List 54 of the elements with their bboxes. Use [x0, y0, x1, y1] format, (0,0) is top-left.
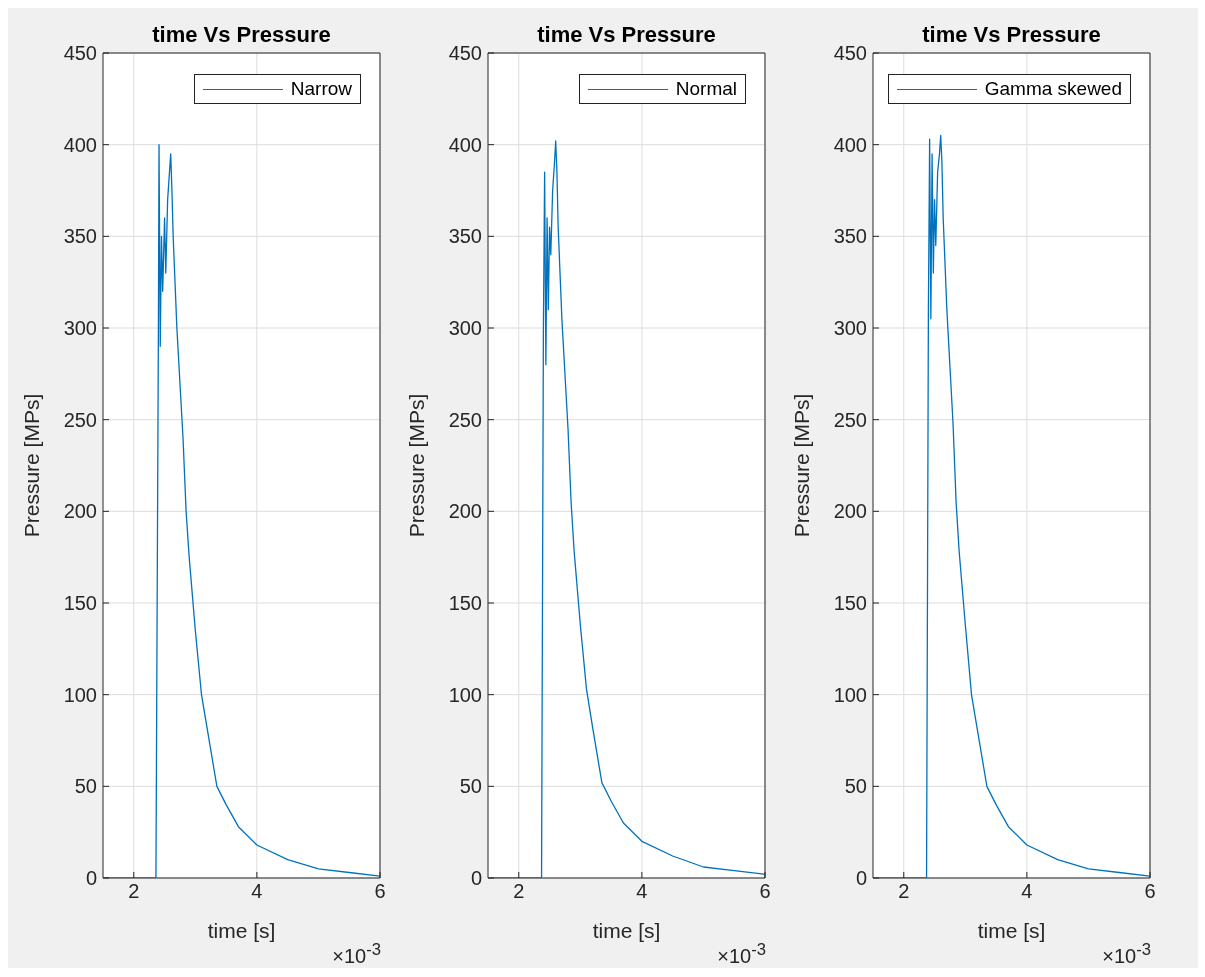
text: ×10$^{-3}$ [332, 940, 381, 968]
x-tick-label: 2 [513, 880, 525, 903]
chart-title: time Vs Pressure [152, 22, 331, 47]
y-tick-label: 250 [63, 408, 97, 431]
y-tick-label: 300 [448, 317, 482, 340]
y-tick-label: 400 [448, 133, 482, 156]
text: ×10$^{-3}$ [717, 940, 766, 968]
y-tick-label: 300 [833, 317, 867, 340]
y-tick-label: 50 [844, 775, 867, 798]
y-tick-label: 200 [63, 500, 97, 523]
y-tick-label: 200 [833, 500, 867, 523]
y-tick-label: 350 [448, 225, 482, 248]
chart-title: time Vs Pressure [922, 22, 1101, 47]
x-axis-title: time [s] [592, 919, 661, 942]
x-axis-title: time [s] [977, 919, 1046, 942]
x-tick-label: 4 [1021, 880, 1033, 903]
y-tick-label: 150 [63, 592, 97, 615]
y-tick-label: 350 [833, 225, 867, 248]
x-tick-label: 2 [128, 880, 140, 903]
y-tick-label: 450 [833, 42, 867, 65]
y-tick-label: 150 [833, 592, 867, 615]
y-axis-title: Pressure [MPs] [790, 393, 814, 538]
y-tick-label: 400 [63, 133, 97, 156]
legend-label: Normal [675, 78, 737, 100]
x-tick-label: 4 [636, 880, 648, 903]
y-tick-label: 100 [448, 683, 482, 706]
x-axis-title: time [s] [207, 919, 276, 942]
x-tick-label: 6 [1144, 880, 1156, 903]
y-tick-label: 0 [85, 867, 97, 890]
y-tick-label: 0 [855, 867, 867, 890]
y-tick-label: 100 [63, 683, 97, 706]
y-axis-title: Pressure [MPs] [405, 393, 429, 538]
y-tick-label: 400 [833, 133, 867, 156]
y-tick-label: 450 [63, 42, 97, 65]
y-tick-label: 250 [833, 408, 867, 431]
x-tick-label: 6 [759, 880, 771, 903]
legend-label: Narrow [290, 78, 352, 100]
legend-label: Gamma skewed [984, 78, 1122, 100]
y-tick-label: 450 [448, 42, 482, 65]
chart-title: time Vs Pressure [537, 22, 716, 47]
y-tick-label: 100 [833, 683, 867, 706]
x-tick-label: 2 [898, 880, 910, 903]
y-tick-label: 50 [74, 775, 97, 798]
y-tick-label: 250 [448, 408, 482, 431]
y-tick-label: 50 [459, 775, 482, 798]
y-tick-label: 350 [63, 225, 97, 248]
x-tick-label: 6 [374, 880, 386, 903]
y-tick-label: 200 [448, 500, 482, 523]
y-axis-title: Pressure [MPs] [20, 393, 44, 538]
y-tick-label: 300 [63, 317, 97, 340]
text: ×10$^{-3}$ [1102, 940, 1151, 968]
y-tick-label: 150 [448, 592, 482, 615]
x-tick-label: 4 [251, 880, 263, 903]
y-tick-label: 0 [470, 867, 482, 890]
